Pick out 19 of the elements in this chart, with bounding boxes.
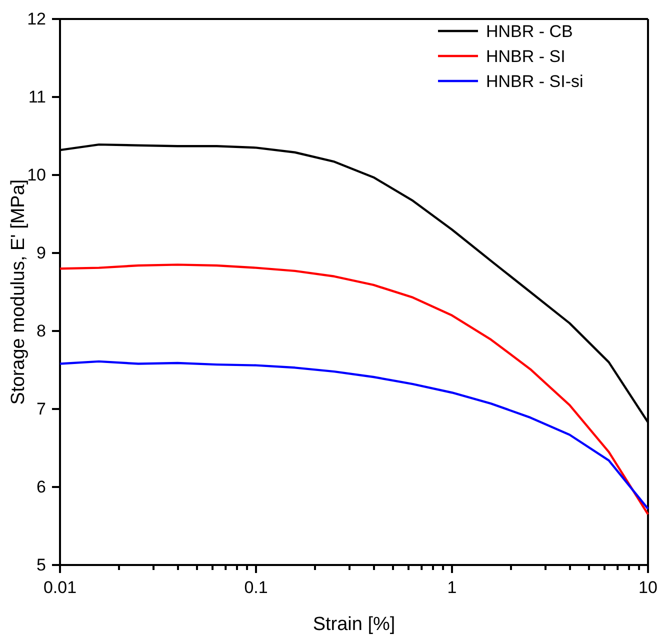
legend-label: HNBR - SI: [486, 47, 566, 66]
y-tick-label: 9: [36, 243, 46, 262]
y-tick-label: 11: [28, 87, 46, 106]
legend-label: HNBR - CB: [486, 22, 573, 41]
y-tick-label: 5: [36, 555, 46, 574]
x-axis-title: Strain [%]: [312, 614, 396, 635]
line-series: [58, 360, 650, 510]
legend-label: HNBR - SI-si: [486, 72, 584, 91]
y-tick-label: 12: [27, 9, 46, 28]
x-tick-label: 1: [447, 578, 457, 598]
y-tick-label: 7: [36, 399, 46, 418]
y-axis-title: Storage modulus, E' [MPa]: [8, 179, 29, 405]
y-tick-label: 8: [36, 321, 46, 340]
x-tick-label: 0.01: [43, 578, 77, 598]
y-tick-label: 6: [36, 477, 46, 496]
y-tick-label: 10: [27, 165, 46, 184]
x-tick-label: 0.1: [244, 578, 268, 598]
line-series: [58, 264, 650, 516]
x-tick-label: 10: [638, 578, 658, 598]
